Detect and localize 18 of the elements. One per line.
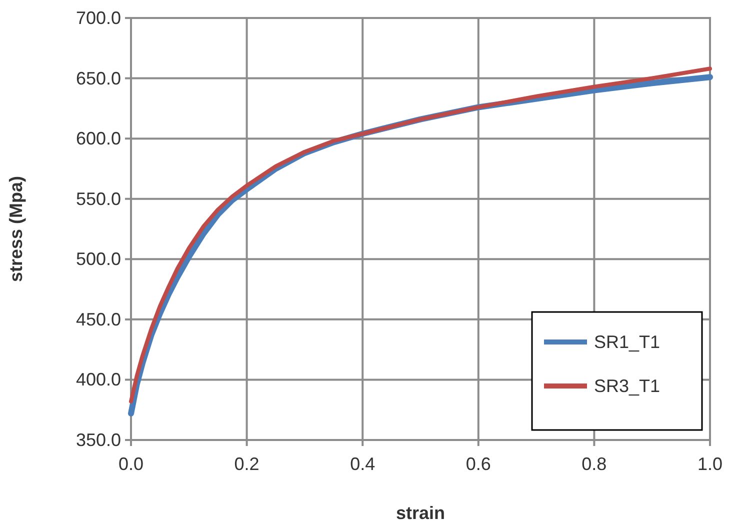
y-tick-label: 350.0 [76,430,121,450]
x-tick-label: 1.0 [697,454,723,474]
y-tick-label: 450.0 [76,309,121,330]
x-axis-title: strain [396,503,446,523]
legend-label: SR1_T1 [594,332,660,352]
x-tick-label: 0.0 [118,454,144,474]
y-tick-label: 650.0 [76,68,121,88]
y-tick-label: 500.0 [76,249,121,270]
x-tick-label: 0.8 [582,454,607,474]
y-tick-label: 550.0 [76,188,121,209]
x-tick-label: 0.6 [466,454,491,474]
y-axis-title: stress (Mpa) [6,176,26,282]
legend-label: SR3_T1 [594,376,660,396]
y-tick-label: 400.0 [76,370,121,390]
y-tick-label: 700.0 [76,8,121,28]
y-tick-label: 600.0 [76,128,121,149]
x-tick-label: 0.2 [234,454,260,474]
x-tick-label: 0.4 [350,454,376,474]
